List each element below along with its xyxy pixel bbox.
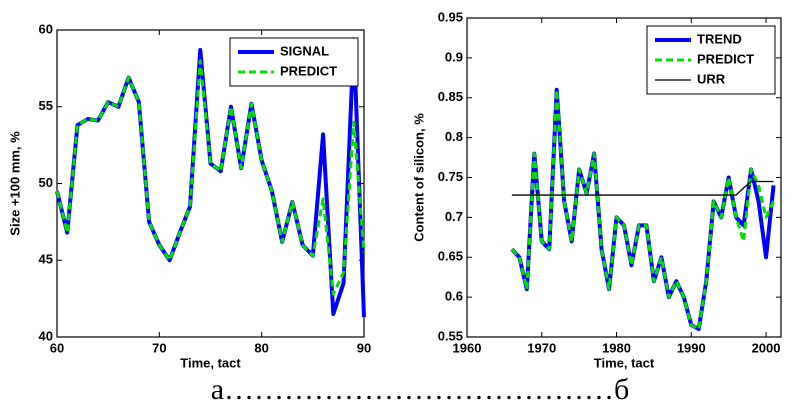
y-tick-label: 0.65 xyxy=(438,249,463,264)
legend-box xyxy=(229,37,359,87)
x-axis-label: Time, tact xyxy=(594,355,655,370)
x-tick-label: 1960 xyxy=(453,340,482,355)
y-tick-label: 0.7 xyxy=(445,209,463,224)
y-tick-label: 0.85 xyxy=(438,89,463,104)
y-tick-label: 0.9 xyxy=(445,49,463,64)
y-tick-label: 45 xyxy=(39,252,53,267)
caption: а…………………………………б xyxy=(211,373,630,406)
legend-label: SIGNAL xyxy=(280,43,329,58)
x-tick-label: 1980 xyxy=(602,340,631,355)
x-tick-label: 80 xyxy=(254,340,268,355)
y-tick-label: 0.75 xyxy=(438,169,463,184)
y-axis-label: Size +100 mm, % xyxy=(7,131,22,236)
x-axis-label: Time, tact xyxy=(180,355,241,370)
x-tick-label: 1990 xyxy=(677,340,706,355)
y-tick-label: 0.6 xyxy=(445,289,463,304)
x-tick-label: 1970 xyxy=(527,340,556,355)
legend-label: URR xyxy=(697,71,726,86)
series-line xyxy=(510,88,775,331)
y-tick-label: 40 xyxy=(39,328,53,343)
x-tick-label: 60 xyxy=(50,340,64,355)
y-tick-label: 0.95 xyxy=(438,9,463,24)
series-line xyxy=(511,180,774,196)
x-tick-label: 2000 xyxy=(752,340,781,355)
y-tick-label: 50 xyxy=(39,175,53,190)
series-line xyxy=(55,59,366,296)
y-tick-label: 60 xyxy=(39,21,53,36)
y-tick-label: 0.55 xyxy=(438,328,463,343)
y-tick-label: 55 xyxy=(39,98,53,113)
x-tick-label: 70 xyxy=(152,340,166,355)
y-tick-label: 0.8 xyxy=(445,129,463,144)
legend-label: PREDICT xyxy=(280,63,337,78)
x-tick-label: 90 xyxy=(357,340,371,355)
legend-label: TREND xyxy=(697,31,742,46)
y-axis-label: Content of silicon, % xyxy=(411,113,426,242)
legend-label: PREDICT xyxy=(697,51,754,66)
